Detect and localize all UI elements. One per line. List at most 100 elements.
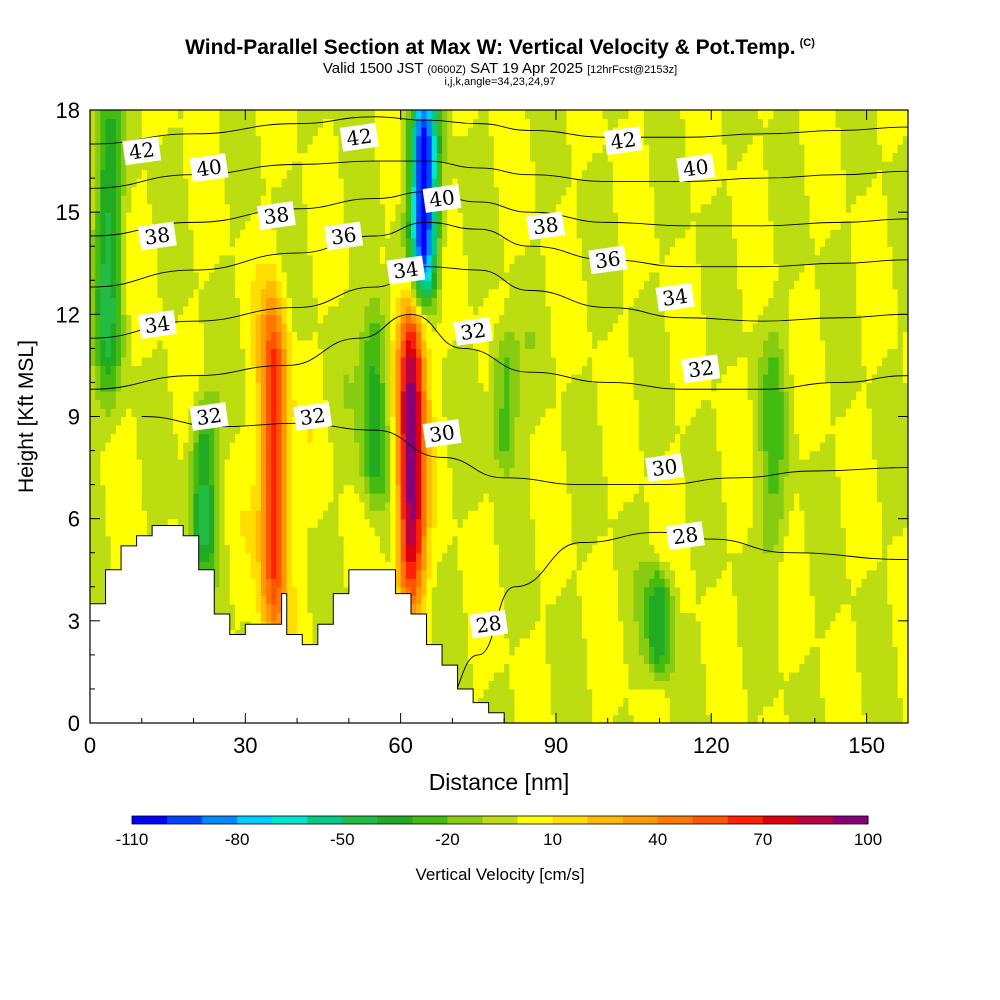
velocity-cell (307, 280, 314, 290)
velocity-cell (157, 254, 164, 264)
velocity-cell (286, 544, 293, 554)
velocity-cell (333, 450, 340, 460)
velocity-cell (126, 535, 133, 545)
velocity-cell (297, 339, 303, 349)
velocity-cell (322, 280, 329, 290)
velocity-cell (405, 433, 412, 443)
velocity-cell (90, 356, 96, 367)
velocity-cell (95, 135, 101, 145)
velocity-cell (416, 382, 422, 392)
velocity-cell (250, 561, 257, 571)
velocity-cell (385, 246, 391, 256)
velocity-cell (146, 450, 153, 460)
velocity-cell (395, 322, 402, 332)
velocity-cell (286, 271, 293, 281)
velocity-cell (291, 229, 298, 239)
velocity-cell (131, 203, 138, 213)
velocity-cell (291, 450, 298, 460)
velocity-cell (224, 178, 231, 188)
velocity-cell (431, 416, 438, 426)
velocity-cell (328, 348, 334, 358)
velocity-cell (354, 510, 360, 520)
velocity-cell (286, 535, 293, 545)
velocity-cell (209, 280, 215, 290)
velocity-cell (297, 356, 303, 367)
velocity-cell (245, 373, 252, 384)
velocity-cell (121, 263, 127, 273)
velocity-cell (203, 110, 210, 120)
velocity-cell (431, 322, 438, 332)
velocity-cell (105, 288, 112, 298)
velocity-cell (348, 390, 355, 401)
velocity-cell (385, 544, 391, 554)
velocity-cell (395, 501, 402, 511)
velocity-cell (209, 425, 215, 435)
velocity-cell (328, 127, 334, 137)
velocity-cell (385, 484, 391, 494)
velocity-cell (260, 254, 267, 264)
velocity-cell (348, 416, 355, 426)
velocity-cell (152, 356, 158, 367)
velocity-cell (442, 348, 448, 358)
velocity-cell (385, 110, 391, 120)
velocity-cell (322, 450, 329, 460)
velocity-cell (416, 127, 422, 137)
velocity-cell (291, 373, 298, 384)
velocity-cell (250, 552, 257, 562)
velocity-cell (436, 416, 443, 426)
velocity-cell (312, 467, 319, 477)
velocity-cell (400, 382, 407, 392)
velocity-cell (431, 373, 438, 384)
velocity-cell (183, 433, 189, 443)
velocity-cell (343, 493, 350, 503)
velocity-cell (416, 459, 422, 469)
velocity-cell (442, 356, 448, 367)
velocity-cell (110, 552, 117, 562)
velocity-cell (442, 178, 448, 188)
velocity-cell (229, 382, 236, 392)
velocity-cell (322, 390, 329, 401)
velocity-cell (198, 110, 205, 120)
velocity-cell (410, 305, 417, 315)
velocity-cell (297, 433, 303, 443)
velocity-cell (369, 442, 376, 452)
velocity-cell (131, 450, 138, 460)
velocity-cell (224, 425, 231, 435)
velocity-cell (219, 450, 226, 460)
velocity-cell (426, 459, 433, 469)
velocity-cell (100, 586, 107, 596)
velocity-cell (390, 314, 397, 324)
velocity-cell (90, 493, 96, 503)
velocity-cell (141, 459, 148, 469)
velocity-cell (152, 288, 158, 298)
velocity-cell (115, 356, 122, 367)
velocity-cell (348, 535, 355, 545)
velocity-cell (240, 416, 246, 426)
velocity-cell (234, 390, 241, 401)
velocity-cell (317, 178, 324, 188)
velocity-cell (95, 373, 101, 384)
velocity-cell (317, 339, 324, 349)
velocity-cell (193, 237, 200, 247)
velocity-cell (100, 501, 107, 511)
velocity-cell (188, 280, 195, 290)
velocity-cell (374, 348, 381, 358)
velocity-cell (209, 450, 215, 460)
velocity-cell (328, 186, 334, 196)
velocity-cell (442, 603, 448, 613)
velocity-cell (100, 237, 107, 247)
velocity-cell (317, 476, 324, 486)
velocity-cell (100, 569, 107, 579)
velocity-cell (302, 373, 309, 384)
velocity-cell (354, 365, 360, 375)
velocity-cell (436, 263, 443, 273)
velocity-cell (271, 365, 277, 375)
velocity-cell (328, 314, 334, 324)
velocity-cell (245, 612, 252, 622)
velocity-cell (167, 373, 174, 384)
velocity-cell (374, 229, 381, 239)
velocity-cell (260, 399, 267, 409)
velocity-cell (188, 263, 195, 273)
velocity-cell (224, 220, 231, 230)
velocity-cell (421, 382, 428, 392)
